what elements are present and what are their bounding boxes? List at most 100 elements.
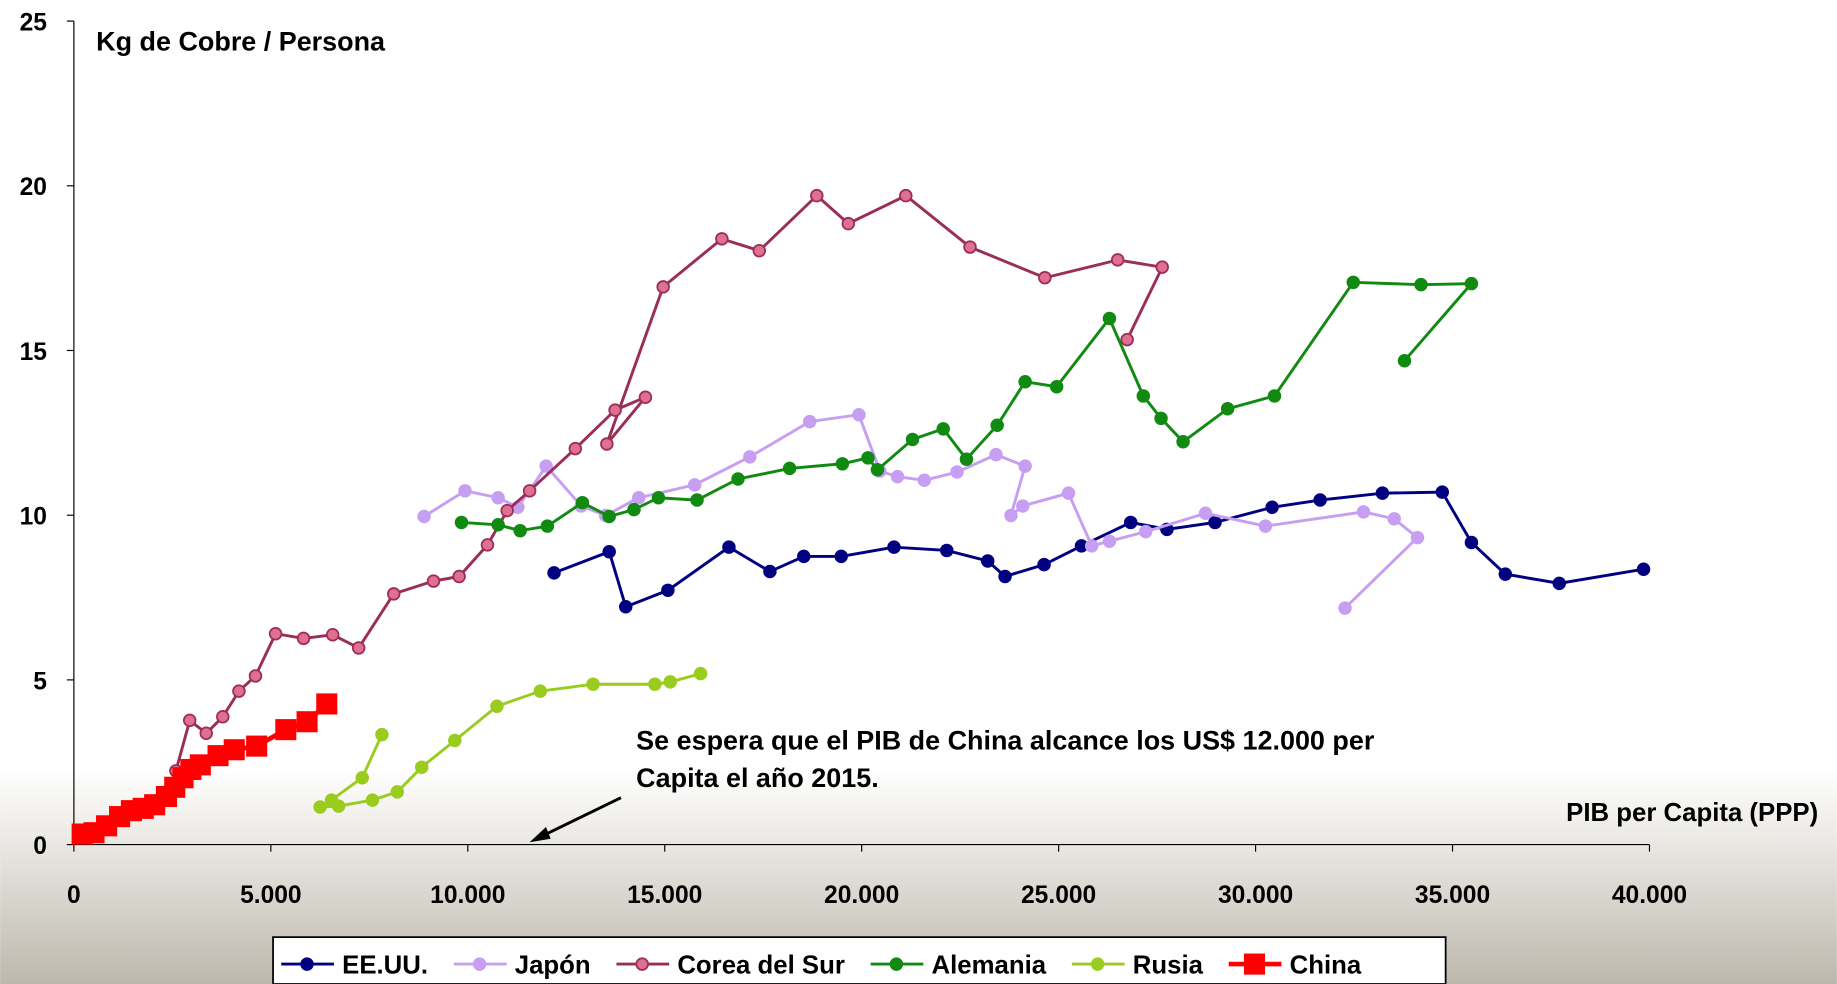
marker <box>608 403 622 417</box>
legend-label: Rusia <box>1133 951 1204 979</box>
marker <box>1356 505 1371 519</box>
marker <box>905 432 920 447</box>
marker <box>959 452 974 466</box>
x-tick-label: 40.000 <box>1612 882 1687 909</box>
y-tick-label: 25 <box>20 9 47 36</box>
series <box>547 485 1651 614</box>
marker <box>1464 535 1479 550</box>
annotation-arrow <box>538 796 622 839</box>
marker <box>661 583 675 598</box>
marker <box>351 641 366 655</box>
marker <box>852 407 866 422</box>
marker <box>663 675 677 689</box>
marker <box>715 232 729 246</box>
marker <box>575 495 590 510</box>
marker <box>693 666 708 681</box>
legend-item: Japón <box>453 951 591 979</box>
marker <box>586 677 600 691</box>
x-tick-label: 0 <box>67 882 81 909</box>
marker <box>990 418 1004 433</box>
marker <box>1123 515 1138 530</box>
y-tick-label: 20 <box>20 174 47 201</box>
y-tick-label: 15 <box>20 339 47 366</box>
marker <box>1414 277 1428 292</box>
marker <box>365 793 380 807</box>
marker <box>890 469 905 484</box>
marker <box>980 554 995 568</box>
marker <box>1552 576 1567 591</box>
marker <box>1375 486 1390 500</box>
marker <box>390 785 405 799</box>
marker <box>600 437 614 451</box>
marker <box>802 414 817 429</box>
y-axis-title: Kg de Cobre / Persona <box>96 26 386 56</box>
marker <box>232 684 246 698</box>
y-tick-label: 10 <box>20 504 47 531</box>
marker <box>182 713 197 728</box>
marker <box>223 739 245 761</box>
series <box>454 275 1479 538</box>
x-tick-label: 10.000 <box>430 882 505 909</box>
marker <box>199 726 213 740</box>
series-line <box>423 413 1420 610</box>
marker <box>216 710 230 724</box>
marker <box>602 545 616 559</box>
marker <box>835 457 850 471</box>
marker <box>426 574 441 588</box>
marker <box>1410 530 1425 545</box>
annotation-arrowhead <box>529 827 551 843</box>
x-tick-label: 25.000 <box>1021 882 1096 909</box>
legend-marker <box>1090 957 1105 971</box>
marker <box>1016 499 1030 513</box>
legend-marker <box>635 957 649 971</box>
marker <box>540 519 555 533</box>
marker <box>1338 601 1352 615</box>
marker <box>1102 311 1117 326</box>
marker <box>1387 512 1401 526</box>
marker <box>1397 353 1412 368</box>
marker <box>313 800 327 814</box>
marker <box>533 684 548 698</box>
marker <box>513 523 527 538</box>
marker <box>936 422 950 436</box>
marker <box>1435 485 1450 499</box>
x-tick-label: 30.000 <box>1218 882 1293 909</box>
marker <box>1220 402 1235 416</box>
marker <box>452 569 466 584</box>
legend-marker <box>472 957 487 971</box>
marker <box>1155 260 1169 274</box>
marker <box>782 461 797 476</box>
marker <box>1176 435 1190 449</box>
marker <box>246 735 268 757</box>
marker <box>500 503 514 518</box>
legend-label: EE.UU. <box>342 951 428 979</box>
marker <box>1049 379 1064 394</box>
legend-item: Corea del Sur <box>616 951 845 979</box>
legend-marker <box>300 957 314 971</box>
annotation-line: Capita el año 2015. <box>636 763 879 793</box>
marker <box>1138 524 1153 539</box>
marker <box>316 693 338 715</box>
marker <box>763 564 777 579</box>
marker <box>1154 411 1168 426</box>
marker <box>998 569 1012 584</box>
marker <box>632 491 646 505</box>
marker <box>248 669 263 683</box>
marker <box>687 478 702 492</box>
legend-label: Alemania <box>932 951 1047 979</box>
marker <box>454 515 469 530</box>
marker <box>989 447 1003 462</box>
marker <box>331 799 346 813</box>
marker <box>648 677 662 691</box>
x-tick-label: 5.000 <box>240 882 302 909</box>
legend-label: Corea del Sur <box>677 951 845 979</box>
legend-box <box>272 936 1447 984</box>
marker <box>1120 332 1134 347</box>
marker <box>1018 375 1032 389</box>
legend-item: China <box>1228 951 1362 979</box>
marker <box>627 502 641 517</box>
marker <box>1110 253 1125 267</box>
marker <box>1038 270 1052 285</box>
